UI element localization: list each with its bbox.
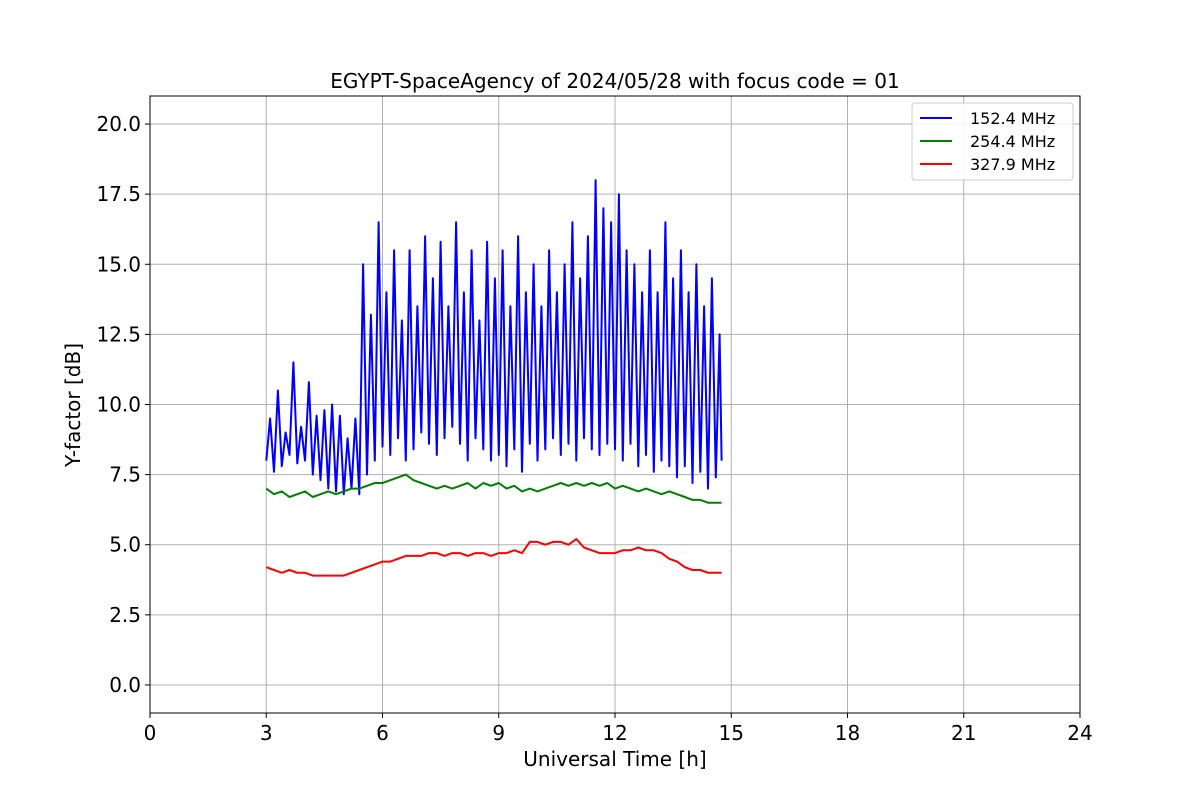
y-tick-label: 15.0: [96, 252, 141, 276]
series-line-3: [265, 538, 722, 577]
y-tick-label: 12.5: [96, 322, 141, 346]
y-tick-label: 5.0: [109, 533, 141, 557]
legend-label-3: 327.9 MHz: [970, 155, 1055, 174]
y-tick-label: 20.0: [96, 112, 141, 136]
x-tick-label: 3: [260, 721, 273, 745]
x-tick-label: 12: [602, 721, 627, 745]
ticks: 0 3 6 9 12 15 18 21 24 0.0 2.5 5.0 7.5 10.0 12.5 15.0 17…: [96, 112, 1092, 745]
legend-box: [911, 102, 1074, 181]
x-tick-label: 0: [144, 721, 157, 745]
series-layer: [265, 179, 723, 577]
x-tick-label: 6: [376, 721, 389, 745]
x-tick-label: 18: [835, 721, 860, 745]
x-axis-label: Universal Time [h]: [523, 747, 706, 771]
legend-label-2: 254.4 MHz: [970, 132, 1055, 151]
x-tick-label: 15: [719, 721, 744, 745]
y-tick-label: 17.5: [96, 182, 141, 206]
y-tick-label: 10.0: [96, 393, 141, 417]
y-axis-label: Y-factor [dB]: [61, 343, 85, 468]
series-line-2: [265, 473, 722, 504]
x-tick-label: 9: [492, 721, 505, 745]
chart-title: EGYPT-SpaceAgency of 2024/05/28 with foc…: [330, 69, 899, 93]
x-tick-label: 24: [1067, 721, 1092, 745]
legend-label-1: 152.4 MHz: [970, 109, 1055, 128]
legend: 152.4 MHz 254.4 MHz 327.9 MHz: [911, 102, 1074, 181]
series-line-1: [265, 179, 723, 496]
y-tick-label: 2.5: [109, 603, 141, 627]
x-tick-label: 21: [951, 721, 976, 745]
y-tick-label: 0.0: [109, 673, 141, 697]
y-tick-label: 7.5: [109, 463, 141, 487]
